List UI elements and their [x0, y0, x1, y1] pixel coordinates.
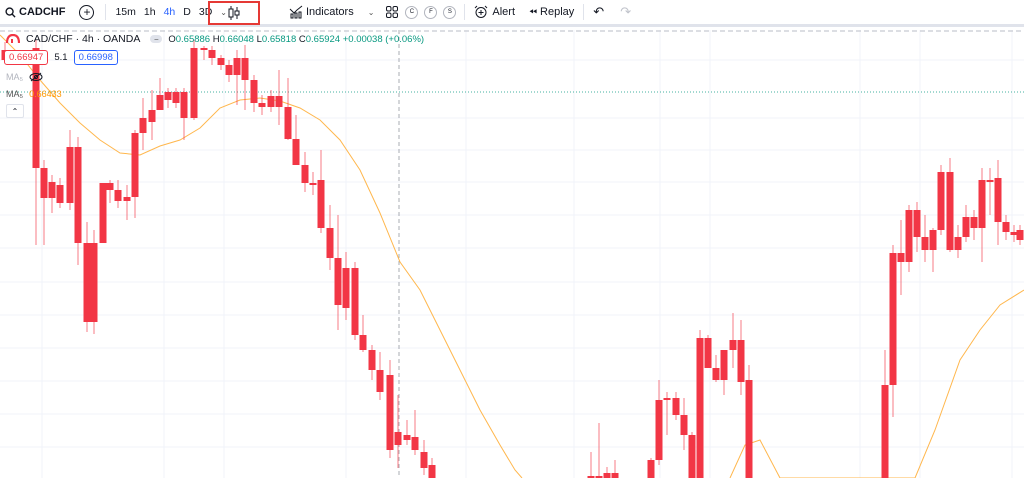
indicators-button[interactable]: Indicators: [289, 0, 358, 24]
grid-layout-icon: [386, 6, 399, 18]
trade-buttons: 0.66947 5.1 0.66998: [4, 50, 118, 65]
top-toolbar: CADCHF + 15m 1h 4h D 3D ⌄ Indicators ⌄ C…: [0, 0, 1024, 27]
ma-label: MA₅: [6, 89, 24, 99]
divider: [583, 4, 585, 20]
symbol-title[interactable]: CAD/CHF · 4h · OANDA: [26, 33, 141, 45]
circle-f-button[interactable]: F: [424, 5, 438, 19]
alert-button[interactable]: Alert: [470, 0, 519, 24]
redo-icon: ↷: [620, 4, 632, 19]
replay-label: Replay: [540, 6, 575, 18]
buy-button[interactable]: 0.66998: [73, 50, 118, 65]
circle-s-button[interactable]: S: [443, 5, 457, 19]
chart-legend: CAD/CHF · 4h · OANDA − O0.65886 H0.66048…: [6, 33, 424, 45]
candlestick-chart[interactable]: [0, 30, 1024, 479]
indicators-icon: [289, 5, 303, 19]
oanda-logo-icon: [6, 34, 20, 44]
layouts-button[interactable]: [382, 0, 402, 24]
circle-c-button[interactable]: C: [405, 5, 419, 19]
undo-icon: ↶: [593, 4, 605, 19]
rewind-icon: ⏪︎: [529, 6, 538, 18]
chevron-down-icon[interactable]: ⌄: [367, 7, 375, 17]
chart-canvas[interactable]: [0, 30, 1024, 479]
collapse-legend-button[interactable]: −: [150, 35, 163, 44]
ma-indicator-hidden[interactable]: MA₅: [6, 72, 43, 82]
symbol-search-button[interactable]: CADCHF: [0, 0, 69, 24]
interval-4h[interactable]: 4h: [163, 6, 176, 18]
chevron-up-icon: ⌃: [11, 106, 19, 116]
candlestick-icon: [228, 6, 240, 20]
interval-1h[interactable]: 1h: [143, 6, 156, 18]
ohlc-values: O0.65886 H0.66048 L0.65818 C0.65924 +0.0…: [168, 33, 425, 45]
compare-add-icon[interactable]: +: [79, 4, 95, 20]
collapse-indicators-button[interactable]: ⌃: [6, 104, 24, 118]
interval-d[interactable]: D: [183, 6, 191, 18]
interval-15m[interactable]: 15m: [115, 6, 136, 18]
replay-button[interactable]: ⏪︎ Replay: [525, 0, 578, 24]
search-icon: [5, 6, 16, 18]
ma-value: 0.66433: [29, 89, 62, 99]
eye-hidden-icon[interactable]: [29, 72, 43, 82]
ma-label: MA₅: [6, 72, 24, 82]
alarm-clock-icon: [475, 5, 488, 18]
divider: [105, 4, 107, 20]
sell-button[interactable]: 0.66947: [4, 50, 49, 65]
redo-button[interactable]: ↷: [616, 0, 635, 24]
symbol-label: CADCHF: [19, 6, 66, 18]
ma-indicator[interactable]: MA₅ 0.66433: [6, 89, 62, 99]
alert-label: Alert: [492, 6, 516, 18]
chevron-down-icon[interactable]: ⌄: [220, 7, 227, 17]
divider: [464, 4, 466, 20]
undo-button[interactable]: ↶: [589, 0, 608, 24]
spread-value: 5.1: [54, 52, 68, 63]
chart-type-candles-button[interactable]: [208, 1, 260, 25]
indicators-label: Indicators: [306, 6, 354, 18]
